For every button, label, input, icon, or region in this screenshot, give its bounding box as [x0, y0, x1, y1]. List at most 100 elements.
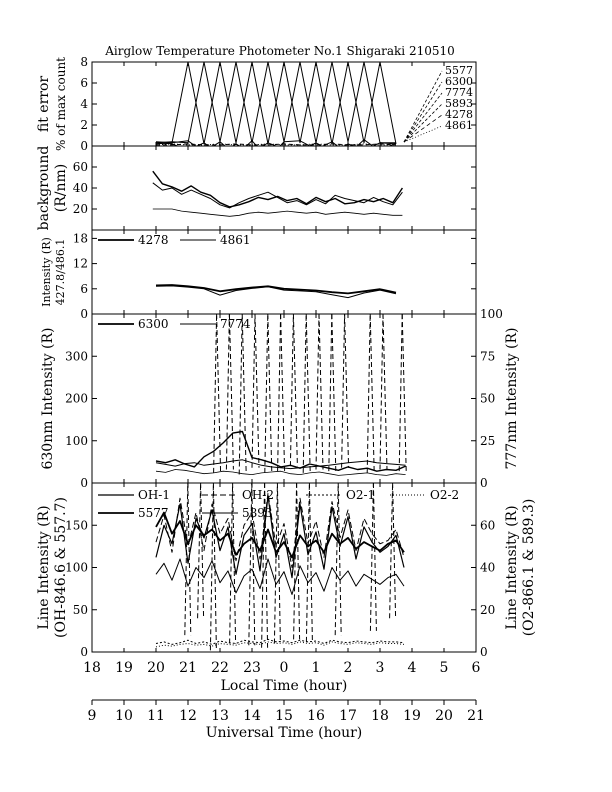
- spike-o2: [293, 483, 298, 640]
- y-right-tick-label: 0: [480, 476, 488, 490]
- series-group: [155, 284, 397, 299]
- y-tick-label: 20: [73, 202, 88, 216]
- spike-o2: [197, 483, 202, 619]
- universal-time-axis-label: Universal Time (hour): [206, 725, 363, 741]
- spike-777: [254, 314, 260, 468]
- legend-entry: OH-1: [138, 488, 170, 502]
- universal-time-tick-label: 18: [371, 708, 389, 724]
- legend-entry: 5893: [242, 506, 273, 520]
- y-axis-label-right: 777nm Intensity (R): [504, 327, 520, 469]
- spike-777: [398, 314, 403, 472]
- spike-777: [344, 314, 350, 468]
- spike-777: [331, 314, 337, 472]
- local-time-tick-label: 5: [440, 660, 449, 676]
- legend-entry: 4861: [445, 119, 473, 132]
- spike-o2: [372, 483, 377, 631]
- series-line-s2: [155, 139, 397, 146]
- y-right-tick-label: 100: [480, 307, 503, 321]
- y-tick-label: 8: [80, 55, 88, 69]
- y-right-tick-label: 75: [480, 349, 495, 363]
- y-axis-label: % of max count: [54, 57, 68, 151]
- spike-o2: [305, 483, 310, 642]
- y-axis-label-left: 630nm Intensity (R): [40, 327, 56, 469]
- y-tick-label: 18: [73, 231, 88, 245]
- spike-777: [305, 314, 311, 473]
- universal-time-tick-label: 11: [147, 708, 165, 724]
- legend-entry: 6300: [138, 317, 169, 331]
- spike-o2: [296, 483, 301, 640]
- local-time-tick-label: 3: [376, 660, 385, 676]
- y-axis-label: background: [36, 146, 52, 231]
- local-time-tick-label: 6: [472, 660, 481, 676]
- spike-o2: [337, 483, 342, 636]
- spike-777: [382, 314, 388, 470]
- y-tick-label: 6: [80, 76, 88, 90]
- y-axis-label: (R/nm): [53, 164, 69, 212]
- legend-entry: 5577: [138, 506, 169, 520]
- panel-frame: [91, 313, 477, 484]
- spike-o2: [184, 483, 189, 636]
- y-axis-label-left: Line Intensity (R): [36, 505, 52, 629]
- spike-o2: [389, 483, 394, 619]
- series-line-s5: [155, 143, 396, 146]
- y-tick-label: 40: [73, 181, 88, 195]
- local-time-tick-label: 2: [344, 660, 353, 676]
- legend-entry: 4278: [138, 233, 169, 247]
- series-line-5577: [155, 511, 405, 559]
- spike-777: [366, 314, 371, 473]
- spike-o2: [273, 483, 278, 644]
- y-right-tick-label: 60: [480, 518, 495, 532]
- legend-leader: [403, 81, 443, 143]
- series-line-OH-1: [155, 495, 405, 579]
- local-time-tick-label: 19: [115, 660, 133, 676]
- spike-o2: [200, 483, 205, 619]
- y-tick-label: 50: [73, 603, 88, 617]
- universal-time-tick-label: 19: [403, 708, 421, 724]
- y-tick-label: 0: [80, 645, 88, 659]
- local-time-tick-label: 4: [408, 660, 417, 676]
- universal-time-tick-label: 12: [179, 708, 197, 724]
- spike-777: [379, 314, 384, 470]
- universal-time-tick-label: 14: [243, 708, 261, 724]
- spike-777: [251, 314, 256, 468]
- spike-o2: [187, 483, 192, 636]
- y-axis-label: fit error: [36, 76, 52, 133]
- figure-title: Airglow Temperature Photometer No.1 Shig…: [104, 44, 455, 58]
- spike-777: [302, 314, 307, 473]
- y-right-tick-label: 50: [480, 392, 495, 406]
- y-tick-label: 200: [65, 392, 88, 406]
- series-line-s0: [152, 170, 403, 208]
- universal-time-tick-label: 10: [115, 708, 133, 724]
- legend-leader: [403, 125, 443, 143]
- universal-time-tick-label: 20: [435, 708, 453, 724]
- y-tick-label: 60: [73, 160, 88, 174]
- y-tick-label: 0: [80, 307, 88, 321]
- spike-777: [401, 314, 407, 472]
- series-group: [155, 314, 407, 476]
- y-axis-label-right: Line Intensity (R): [504, 505, 520, 629]
- spike-777: [318, 314, 324, 470]
- spike-777: [280, 314, 286, 472]
- universal-time-tick-label: 15: [275, 708, 293, 724]
- spike-o2: [251, 483, 256, 646]
- series-line-O2-1: [155, 638, 405, 645]
- panel-frame: [91, 61, 477, 147]
- universal-time-tick-label: 17: [339, 708, 357, 724]
- y-tick-label: 0: [80, 476, 88, 490]
- local-time-tick-label: 22: [211, 660, 229, 676]
- spike-o2: [261, 483, 266, 648]
- local-time-axis-label: Local Time (hour): [221, 678, 348, 694]
- spike-777: [315, 314, 320, 470]
- legend-leader: [403, 70, 443, 143]
- spike-777: [216, 314, 222, 473]
- spike-o2: [212, 483, 217, 651]
- spike-777: [328, 314, 333, 472]
- y-tick-label: 6: [80, 282, 88, 296]
- y-tick-label: 4: [80, 97, 88, 111]
- series-group: [152, 170, 403, 217]
- y-right-tick-label: 0: [480, 645, 488, 659]
- series-line-O2-2: [155, 641, 405, 648]
- local-time-tick-label: 23: [243, 660, 261, 676]
